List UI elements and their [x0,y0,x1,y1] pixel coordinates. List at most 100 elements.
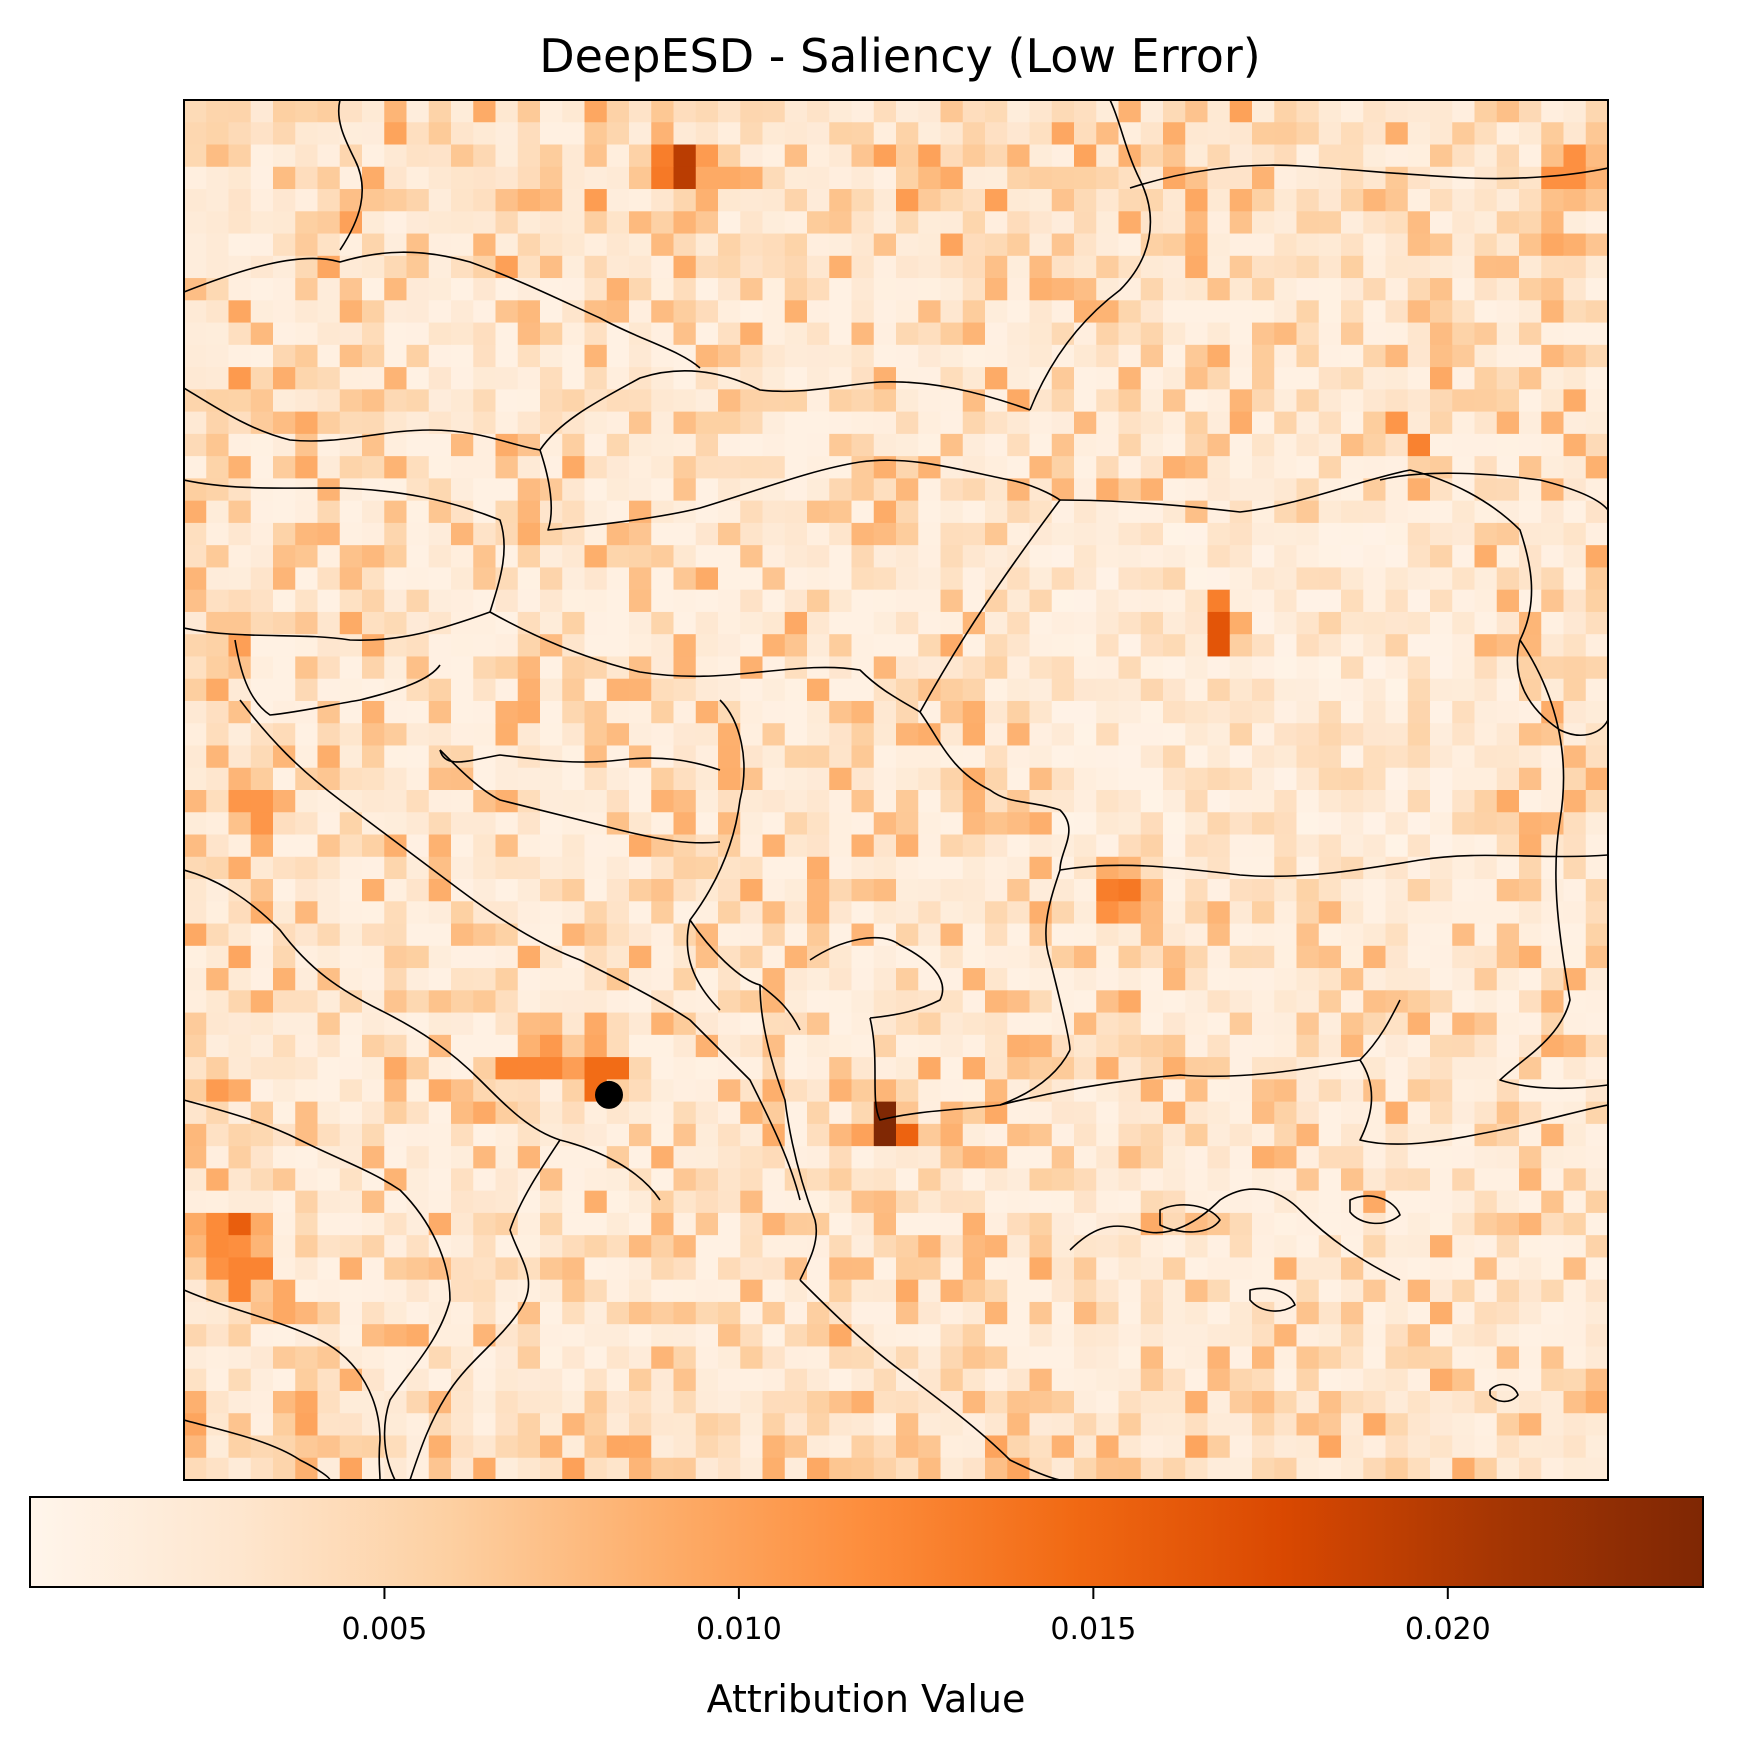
heatmap-cell [1119,478,1142,501]
heatmap-cell [540,1124,563,1147]
heatmap-cell [963,278,986,301]
heatmap-cell [807,679,830,702]
heatmap-cell [607,189,630,212]
heatmap-cell [852,1168,875,1191]
heatmap-cell [451,434,474,457]
heatmap-cell [1586,1213,1609,1236]
heatmap-cell [1408,790,1431,813]
heatmap-cell [829,1458,852,1481]
heatmap-cell [963,323,986,346]
heatmap-cell [1185,501,1208,524]
heatmap-cell [340,1124,363,1147]
heatmap-cell [1297,835,1320,858]
heatmap-cell [896,256,919,279]
heatmap-cell [1096,1280,1119,1303]
heatmap-cell [941,567,964,590]
heatmap-cell [229,1391,252,1414]
heatmap-cell [807,189,830,212]
heatmap-cell [740,612,763,635]
heatmap-cell [785,879,808,902]
heatmap-cell [718,1124,741,1147]
heatmap-cell [1141,367,1164,390]
heatmap-cell [362,835,385,858]
heatmap-cell [1497,612,1520,635]
heatmap-cell [1497,145,1520,168]
heatmap-cell [1185,968,1208,991]
heatmap-cell [1564,523,1587,546]
heatmap-cell [1208,412,1231,435]
heatmap-cell [852,501,875,524]
heatmap-cell [807,501,830,524]
heatmap-cell [852,367,875,390]
heatmap-cell [985,1079,1008,1102]
heatmap-cell [1185,812,1208,835]
heatmap-cell [1141,679,1164,702]
heatmap-cell [1007,300,1030,323]
heatmap-cell [629,946,652,969]
heatmap-cell [607,1257,630,1280]
heatmap-cell [229,612,252,635]
heatmap-cell [1074,1124,1097,1147]
heatmap-cell [1208,434,1231,457]
heatmap-cell [1408,367,1431,390]
heatmap-cell [1141,656,1164,679]
heatmap-cell [1141,456,1164,479]
heatmap-cell [518,879,541,902]
heatmap-cell [1119,590,1142,613]
heatmap-cell [184,523,207,546]
heatmap-cell [1185,857,1208,880]
heatmap-cell [1141,1369,1164,1392]
heatmap-cell [651,590,674,613]
heatmap-cell [229,167,252,190]
heatmap-cell [629,389,652,412]
heatmap-cell [206,1369,229,1392]
heatmap-cell [1274,1102,1297,1125]
heatmap-cell [340,145,363,168]
heatmap-cell [1230,189,1253,212]
heatmap-cell [540,1391,563,1414]
heatmap-cell [807,1191,830,1214]
heatmap-cell [1363,701,1386,724]
heatmap-cell [874,1435,897,1458]
colorbar-tick-label: 0.010 [696,1612,782,1647]
heatmap-cell [852,701,875,724]
heatmap-cell [540,389,563,412]
heatmap-cell [1052,1191,1075,1214]
heatmap-cell [318,656,341,679]
heatmap-cell [429,634,452,657]
heatmap-cell [340,367,363,390]
heatmap-cell [918,835,941,858]
heatmap-cell [340,701,363,724]
heatmap-cell [740,1035,763,1058]
heatmap-cell [985,1235,1008,1258]
heatmap-cell [696,100,719,123]
heatmap-cell [1274,389,1297,412]
heatmap-cell [1096,1458,1119,1481]
heatmap-cell [1185,990,1208,1013]
heatmap-cell [629,612,652,635]
heatmap-cell [384,122,407,145]
heatmap-cell [540,545,563,568]
heatmap-cell [1007,1235,1030,1258]
heatmap-cell [1007,122,1030,145]
heatmap-cell [696,1079,719,1102]
heatmap-cell [1297,1257,1320,1280]
heatmap-cell [251,389,274,412]
heatmap-cell [251,167,274,190]
heatmap-cell [1541,1102,1564,1125]
heatmap-cell [1007,211,1030,234]
heatmap-cell [963,679,986,702]
heatmap-cell [1586,389,1609,412]
heatmap-cell [1252,790,1275,813]
heatmap-cell [1030,1257,1053,1280]
heatmap-cell [429,990,452,1013]
heatmap-cell [807,278,830,301]
heatmap-cell [206,1191,229,1214]
heatmap-cell [1052,1213,1075,1236]
heatmap-cell [451,679,474,702]
heatmap-cell [896,122,919,145]
heatmap-cell [1586,1124,1609,1147]
heatmap-cell [1074,946,1097,969]
heatmap-cell [473,946,496,969]
heatmap-cell [429,122,452,145]
